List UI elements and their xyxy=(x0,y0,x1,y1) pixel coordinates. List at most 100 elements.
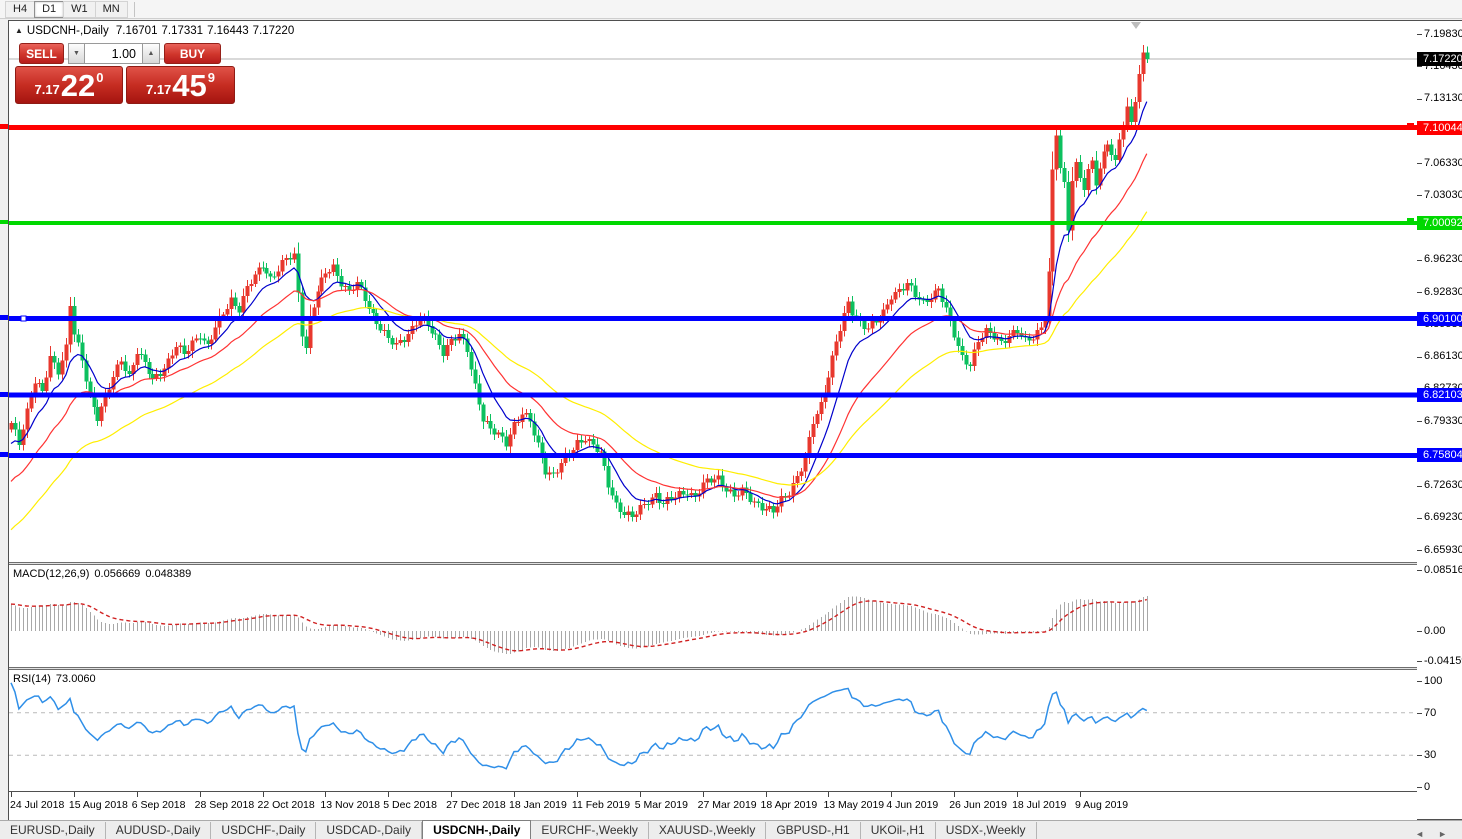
sell-price-display[interactable]: 7.17 22 0 xyxy=(15,66,123,104)
date-axis[interactable]: 24 Jul 2018 15 Aug 2018 6 Sep 2018 28 Sep 2… xyxy=(9,791,1418,820)
tab-scroll-left-icon[interactable]: ◄ xyxy=(1415,829,1425,839)
level-line-stub xyxy=(0,391,8,397)
timeframe-toolbar: H4 D1 W1 MN xyxy=(0,0,1462,19)
macd-pane[interactable]: MACD(12,26,9) 0.056669 0.048389 xyxy=(9,565,1418,667)
date-tick-label: 15 Aug 2018 xyxy=(68,799,128,811)
price-tick-mark xyxy=(1417,517,1422,519)
toolbar-divider xyxy=(133,1,135,17)
price-tick-label: 7.03030 xyxy=(1424,188,1462,201)
level-price-box: 6.82103 xyxy=(1417,388,1462,403)
chart-symbol-title: USDCNH-,Daily xyxy=(26,25,109,37)
macd-tick-mark xyxy=(1417,570,1422,571)
buy-price-display[interactable]: 7.17 45 9 xyxy=(126,66,235,104)
macd-tick-label: 0.00 xyxy=(1424,624,1446,637)
date-tick-mark xyxy=(891,792,893,797)
rsi-pane[interactable]: RSI(14) 73.0060 xyxy=(9,670,1418,791)
date-tick-mark xyxy=(514,792,516,797)
buy-price-sup: 9 xyxy=(207,70,216,85)
chart-tab-bar: EURUSD-,Daily AUDUSD-,Daily USDCHF-,Daily U… xyxy=(0,820,1462,839)
volume-increase-button[interactable]: ▲ xyxy=(143,43,160,64)
date-tick-label: 11 Feb 2019 xyxy=(571,799,631,811)
date-tick-mark xyxy=(1079,792,1081,797)
rsi-indicator-label: RSI(14) 73.0060 xyxy=(13,673,101,685)
timeframe-button-w1[interactable]: W1 xyxy=(63,0,95,18)
volume-input[interactable] xyxy=(85,43,143,64)
price-tick-label: 6.65930 xyxy=(1424,543,1462,556)
date-tick-label: 4 Jun 2019 xyxy=(886,799,939,811)
price-tick-mark xyxy=(1417,98,1422,100)
chart-tab-usdchf-daily[interactable]: USDCHF-,Daily xyxy=(211,822,317,839)
rsi-tick-label: 100 xyxy=(1424,674,1443,687)
rsi-tick-mark xyxy=(1417,681,1422,682)
date-tick-label: 24 Jul 2018 xyxy=(10,799,65,811)
date-tick-label: 28 Sep 2018 xyxy=(194,799,255,811)
date-tick-mark xyxy=(451,792,453,797)
chart-shift-marker-icon[interactable] xyxy=(1131,22,1141,29)
level-price-box: 6.90100 xyxy=(1417,311,1462,326)
date-tick-label: 18 Jul 2019 xyxy=(1012,799,1067,811)
date-tick-mark xyxy=(639,792,641,797)
price-tick-mark xyxy=(1417,195,1422,197)
chart-tab-xauusd-weekly[interactable]: XAUUSD-,Weekly xyxy=(649,822,767,839)
macd-tick-mark xyxy=(1417,631,1422,632)
date-tick-mark xyxy=(765,792,767,797)
date-tick-label: 5 Dec 2018 xyxy=(383,799,437,811)
buy-button[interactable]: BUY xyxy=(164,43,221,64)
pane-separator[interactable] xyxy=(9,562,1418,565)
price-tick-mark xyxy=(1417,163,1422,164)
rsi-name: RSI(14) xyxy=(13,673,51,685)
rsi-tick-label: 0 xyxy=(1424,780,1431,793)
collapse-triangle-icon[interactable]: ▲ xyxy=(15,26,23,35)
price-tick-mark xyxy=(1417,66,1422,68)
ohlc-close: 7.17220 xyxy=(252,25,295,37)
tab-scroll-controls: ◄ ► xyxy=(1408,829,1462,839)
level-line-anchor[interactable] xyxy=(1407,123,1414,131)
tab-scroll-right-icon[interactable]: ► xyxy=(1438,829,1447,839)
date-tick-mark xyxy=(11,792,12,797)
date-tick-mark xyxy=(954,792,956,797)
rsi-tick-mark xyxy=(1417,787,1422,788)
timeframe-button-h4[interactable]: H4 xyxy=(5,0,35,18)
macd-tick-label: -0.041597 xyxy=(1424,654,1462,667)
date-tick-mark xyxy=(576,792,578,797)
date-tick-label: 18 Apr 2019 xyxy=(760,799,818,811)
price-tick-mark xyxy=(1417,292,1422,293)
macd-signal-value: 0.048389 xyxy=(145,568,192,580)
price-tick-label: 7.19830 xyxy=(1424,27,1462,40)
volume-decrease-button[interactable]: ▼ xyxy=(68,43,85,64)
price-scale[interactable]: 7.198307.164307.131307.097307.063307.030… xyxy=(1417,20,1462,820)
chart-tab-usdx-weekly[interactable]: USDX-,Weekly xyxy=(936,822,1037,839)
date-tick-label: 5 Mar 2019 xyxy=(634,799,688,811)
chart-tab-usdcad-daily[interactable]: USDCAD-,Daily xyxy=(316,822,423,839)
chart-tab-ukoil-h1[interactable]: UKOil-,H1 xyxy=(861,822,936,839)
pane-separator[interactable] xyxy=(9,667,1418,670)
chart-window[interactable]: ▲ USDCNH-,Daily 7.16701 7.17331 7.16443 7.17… xyxy=(8,20,1419,820)
level-line-stub xyxy=(0,124,8,130)
level-line-stub xyxy=(0,315,8,321)
date-tick-mark xyxy=(262,792,264,797)
date-tick-label: 13 Nov 2018 xyxy=(320,799,380,811)
chart-tab-audusd-daily[interactable]: AUDUSD-,Daily xyxy=(106,822,212,839)
price-tick-mark xyxy=(1417,356,1422,358)
chart-header: ▲ USDCNH-,Daily 7.16701 7.17331 7.16443 7.17… xyxy=(15,25,298,37)
sell-button[interactable]: SELL xyxy=(19,43,64,64)
ohlc-open: 7.16701 xyxy=(115,25,158,37)
price-tick-mark xyxy=(1417,421,1422,422)
price-pane[interactable] xyxy=(9,21,1418,562)
level-line-anchor[interactable] xyxy=(1407,218,1414,226)
timeframe-button-mn[interactable]: MN xyxy=(94,0,128,18)
price-tick-label: 6.96230 xyxy=(1424,253,1462,266)
timeframe-button-d1[interactable]: D1 xyxy=(34,0,64,18)
buy-price-prefix: 7.17 xyxy=(145,82,172,97)
date-tick-label: 6 Sep 2018 xyxy=(131,799,186,811)
date-tick-mark xyxy=(325,792,327,797)
chart-tab-usdcnh-daily[interactable]: USDCNH-,Daily xyxy=(422,820,532,839)
chart-tab-eurchf-weekly[interactable]: EURCHF-,Weekly xyxy=(531,822,649,839)
current-price-box: 7.17220 xyxy=(1417,51,1462,66)
chart-tab-eurusd-daily[interactable]: EURUSD-,Daily xyxy=(0,822,106,839)
price-tick-label: 6.69230 xyxy=(1424,511,1462,524)
date-tick-label: 26 Jun 2019 xyxy=(949,799,1007,811)
chart-tab-gbpusd-h1[interactable]: GBPUSD-,H1 xyxy=(766,822,861,839)
